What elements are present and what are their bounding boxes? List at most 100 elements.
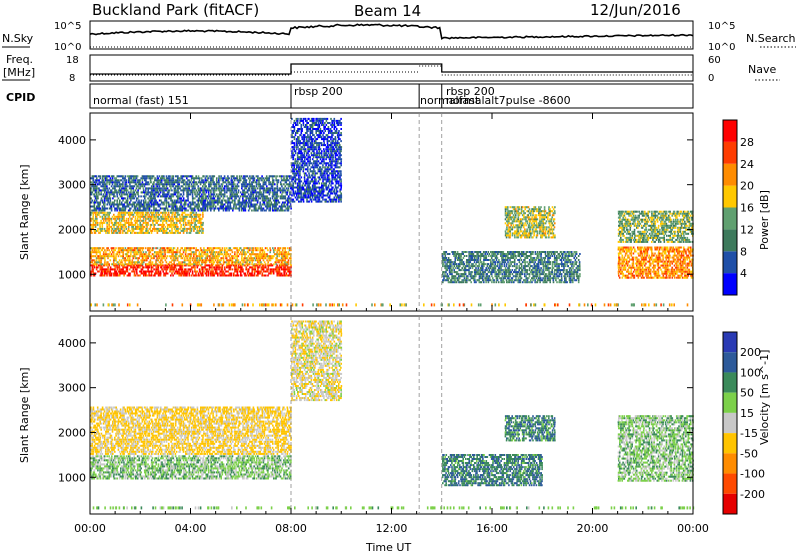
power-cell xyxy=(277,181,279,183)
power-cell xyxy=(204,183,206,185)
power-cell xyxy=(211,251,213,253)
power-cell xyxy=(100,202,102,204)
power-cell xyxy=(112,181,114,183)
power-cell xyxy=(249,247,251,249)
power-cell xyxy=(312,180,314,182)
power-cell xyxy=(128,226,130,228)
power-cell xyxy=(139,271,141,273)
power-cell xyxy=(106,193,108,195)
power-cell xyxy=(183,197,185,199)
nave-tick-right-top: 60 xyxy=(708,55,721,66)
power-cell xyxy=(297,120,299,122)
power-cell xyxy=(97,247,99,249)
power-cell xyxy=(203,193,205,195)
power-cell xyxy=(186,275,188,277)
power-cell xyxy=(249,175,251,177)
power-cell xyxy=(143,187,145,189)
power-cell xyxy=(97,224,99,226)
power-cell xyxy=(165,226,167,228)
power-cell xyxy=(125,175,127,177)
power-cell xyxy=(237,273,239,275)
power-cell xyxy=(186,232,188,234)
power-cell xyxy=(92,181,94,183)
power-cell xyxy=(302,142,304,144)
power-cell xyxy=(113,261,115,263)
power-cell xyxy=(226,255,228,257)
power-cell xyxy=(168,179,170,181)
power-cell xyxy=(247,257,249,259)
power-cell xyxy=(104,259,106,261)
power-cell xyxy=(204,187,206,189)
power-cell xyxy=(94,204,96,206)
power-cell xyxy=(183,224,185,226)
power-cell xyxy=(141,210,143,212)
power-cell xyxy=(227,185,229,187)
power-cell xyxy=(188,249,190,251)
power-cell xyxy=(312,130,314,132)
power-cell xyxy=(249,200,251,202)
power-cell xyxy=(255,181,257,183)
power-cell xyxy=(250,255,252,257)
power-cell xyxy=(118,222,120,224)
power-cell xyxy=(108,263,110,265)
power-cell xyxy=(251,193,253,195)
power-cell xyxy=(157,189,159,191)
power-cell xyxy=(163,224,165,226)
power-cell xyxy=(114,218,116,220)
power-cell xyxy=(180,220,182,222)
power-cell xyxy=(207,208,209,210)
power-cell xyxy=(205,255,207,257)
power-cell xyxy=(277,183,279,185)
power-cell xyxy=(152,200,154,202)
power-cell xyxy=(146,228,148,230)
power-cell xyxy=(223,259,225,261)
power-cell xyxy=(256,208,258,210)
power-cell xyxy=(179,202,181,204)
power-cell xyxy=(94,259,96,261)
power-cell xyxy=(221,251,223,253)
power-cell xyxy=(143,261,145,263)
site-title: Buckland Park (fitACF) xyxy=(92,1,259,19)
power-cell xyxy=(179,187,181,189)
power-cell xyxy=(203,191,205,193)
noise-tick-left-top: 10^5 xyxy=(54,21,81,32)
power-cell xyxy=(122,253,124,255)
power-cell xyxy=(229,204,231,206)
power-cell xyxy=(96,268,98,270)
power-cell xyxy=(301,176,303,178)
power-cell xyxy=(172,275,174,277)
power-cell xyxy=(299,148,301,150)
power-cell xyxy=(268,177,270,179)
power-cell xyxy=(312,140,314,142)
power-cell xyxy=(145,275,147,277)
power-cell xyxy=(267,261,269,263)
power-cell xyxy=(186,216,188,218)
power-cell xyxy=(282,261,284,263)
power-cell xyxy=(116,220,118,222)
power-cell xyxy=(193,212,195,214)
power-cell xyxy=(256,204,258,206)
power-cell xyxy=(193,251,195,253)
power-cell xyxy=(242,185,244,187)
power-cell xyxy=(110,271,112,273)
power-cell xyxy=(134,175,136,177)
power-cell xyxy=(115,255,117,257)
power-cell xyxy=(234,183,236,185)
power-cell xyxy=(306,154,308,156)
power-cell xyxy=(235,191,237,193)
power-cell xyxy=(96,175,98,177)
power-cell xyxy=(268,202,270,204)
power-cell xyxy=(292,140,294,142)
power-cell xyxy=(292,146,294,148)
power-cell xyxy=(256,247,258,249)
power-cell xyxy=(107,189,109,191)
power-cell xyxy=(130,263,132,265)
power-cell xyxy=(191,191,193,193)
power-cell xyxy=(178,191,180,193)
power-cell xyxy=(283,187,285,189)
power-cell xyxy=(252,195,254,197)
power-cell xyxy=(295,180,297,182)
power-cell xyxy=(205,193,207,195)
power-cell xyxy=(194,266,196,268)
power-cell xyxy=(179,261,181,263)
